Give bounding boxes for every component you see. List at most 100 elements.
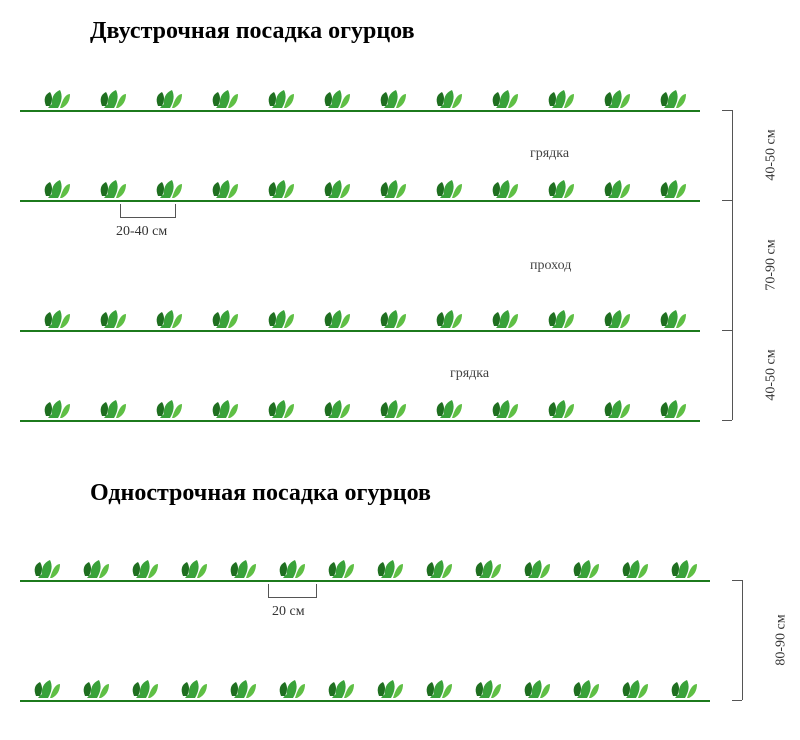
plant-icon (432, 392, 466, 422)
plant-icon (320, 82, 354, 112)
plant-spacing-bracket (120, 204, 176, 218)
plant-icon (488, 302, 522, 332)
plant-icon (320, 172, 354, 202)
plant-icon (544, 302, 578, 332)
planting-row-line (20, 700, 710, 702)
plant-icon (152, 302, 186, 332)
plant-spacing-label: 20 см (272, 604, 305, 620)
plant-icon (152, 392, 186, 422)
plant-icon (422, 672, 456, 702)
plant-icon (488, 172, 522, 202)
plant-icon (264, 392, 298, 422)
plant-icon (488, 392, 522, 422)
plant-spacing-bracket (268, 584, 317, 598)
plant-icon (373, 672, 407, 702)
plant-icon (152, 172, 186, 202)
plant-icon (264, 172, 298, 202)
plant-icon (656, 302, 690, 332)
plant-icon (656, 392, 690, 422)
plant-icon (569, 552, 603, 582)
plant-icon (471, 552, 505, 582)
row-spacing-dim (732, 330, 733, 420)
plant-icon (376, 302, 410, 332)
plant-icon (320, 302, 354, 332)
row-spacing-label: 70-90 см (764, 239, 780, 290)
dim-tick (722, 420, 732, 421)
plant-icon (432, 172, 466, 202)
plant-icon (208, 172, 242, 202)
dim-tick (732, 580, 742, 581)
plant-icon (600, 392, 634, 422)
plant-icon (600, 302, 634, 332)
plant-icon (30, 672, 64, 702)
plant-icon (96, 302, 130, 332)
dim-tick (722, 330, 732, 331)
plant-icon (226, 552, 260, 582)
plant-icon (40, 82, 74, 112)
plant-icon (422, 552, 456, 582)
plant-icon (208, 82, 242, 112)
plant-icon (79, 552, 113, 582)
row-spacing-label: 80-90 см (774, 614, 790, 665)
plant-icon (324, 552, 358, 582)
plant-icon (208, 392, 242, 422)
plant-icon (177, 552, 211, 582)
plant-icon (376, 392, 410, 422)
plant-icon (128, 552, 162, 582)
dim-tick (732, 700, 742, 701)
plant-icon (275, 552, 309, 582)
plant-icon (376, 172, 410, 202)
plant-icon (600, 172, 634, 202)
plant-icon (128, 672, 162, 702)
plant-icon (432, 82, 466, 112)
row-spacing-label: 40-50 см (764, 349, 780, 400)
planting-row-line (20, 580, 710, 582)
plant-icon (324, 672, 358, 702)
plant-icon (544, 82, 578, 112)
plant-icon (275, 672, 309, 702)
plant-icon (96, 82, 130, 112)
plant-icon (152, 82, 186, 112)
plant-icon (30, 552, 64, 582)
plant-icon (618, 672, 652, 702)
plant-icon (40, 302, 74, 332)
plant-icon (40, 392, 74, 422)
dim-tick (722, 110, 732, 111)
plant-icon (656, 172, 690, 202)
plant-icon (600, 82, 634, 112)
plant-icon (656, 82, 690, 112)
plant-icon (226, 672, 260, 702)
row-spacing-label: 40-50 см (764, 129, 780, 180)
zone-label: проход (530, 258, 571, 274)
plant-icon (208, 302, 242, 332)
row-spacing-dim (732, 200, 733, 330)
plant-icon (376, 82, 410, 112)
plant-spacing-label: 20-40 см (116, 224, 167, 240)
zone-label: грядка (450, 366, 489, 382)
plant-icon (618, 552, 652, 582)
zone-label: грядка (530, 146, 569, 162)
plant-icon (520, 552, 554, 582)
plant-icon (488, 82, 522, 112)
plant-icon (544, 172, 578, 202)
title-double: Двустрочная посадка огурцов (90, 18, 415, 45)
row-spacing-dim (732, 110, 733, 200)
plant-icon (264, 82, 298, 112)
plant-icon (320, 392, 354, 422)
plant-icon (544, 392, 578, 422)
plant-icon (264, 302, 298, 332)
plant-icon (177, 672, 211, 702)
title-single: Однострочная посадка огурцов (90, 480, 431, 507)
plant-icon (373, 552, 407, 582)
plant-icon (79, 672, 113, 702)
dim-tick (722, 200, 732, 201)
plant-icon (96, 392, 130, 422)
plant-icon (520, 672, 554, 702)
plant-icon (96, 172, 130, 202)
plant-icon (40, 172, 74, 202)
plant-icon (569, 672, 603, 702)
row-spacing-dim (742, 580, 743, 700)
plant-icon (432, 302, 466, 332)
plant-icon (667, 552, 701, 582)
plant-icon (667, 672, 701, 702)
